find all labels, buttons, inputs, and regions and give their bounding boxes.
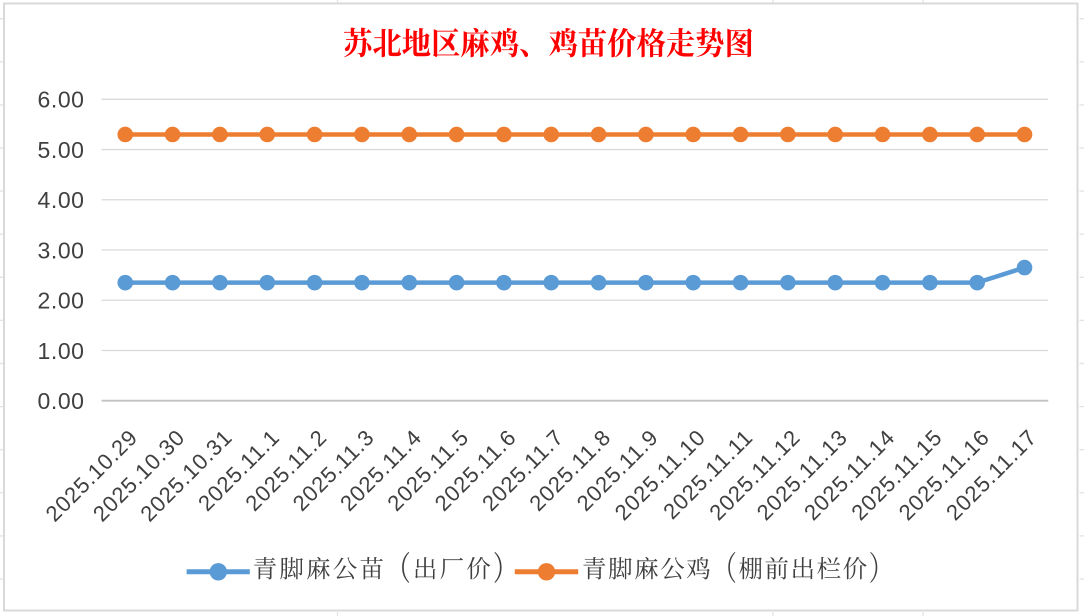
svg-text:1.00: 1.00: [38, 338, 85, 364]
svg-text:0.00: 0.00: [38, 388, 85, 414]
svg-text:3.00: 3.00: [38, 237, 85, 263]
svg-text:2.00: 2.00: [38, 288, 85, 314]
svg-text:4.00: 4.00: [38, 187, 85, 213]
svg-text:5.00: 5.00: [38, 137, 85, 163]
svg-text:6.00: 6.00: [38, 87, 85, 113]
